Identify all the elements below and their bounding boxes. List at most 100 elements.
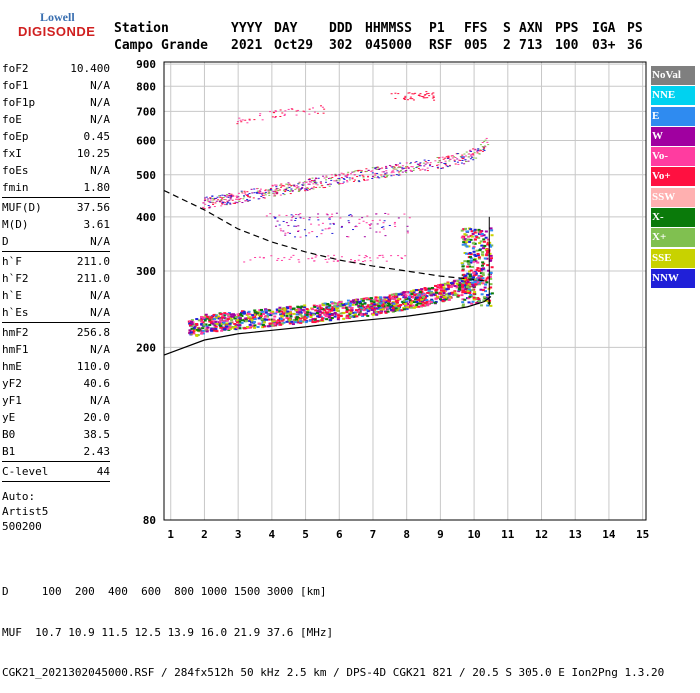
trace-point-2hop <box>258 190 261 192</box>
param-key: fmin <box>2 181 29 194</box>
trace-point-2hop <box>460 162 463 164</box>
trace-point-1hop <box>420 298 424 301</box>
trace-point-1hop <box>319 307 323 310</box>
trace-point-cusp <box>488 292 492 295</box>
digisonde-logo: Lowell DIGISONDE <box>2 6 112 42</box>
trace-point-faint <box>341 225 344 227</box>
trace-point-2hop <box>454 163 457 165</box>
param-fof1p: foF1p N/A <box>2 94 110 111</box>
trace-point-1hop <box>264 310 268 313</box>
trace-point-cusp <box>478 277 482 280</box>
trace-point-1hop <box>386 310 390 313</box>
trace-point-faint <box>299 217 302 219</box>
trace-point-1hop <box>253 324 257 327</box>
trace-point-2hop <box>335 179 338 181</box>
trace-point-cusp <box>480 232 484 235</box>
trace-point-2hop <box>366 176 369 178</box>
trace-point-1hop <box>366 310 370 313</box>
trace-point-cusp <box>472 230 476 233</box>
trace-point-faint <box>388 224 391 226</box>
trace-point-3hop <box>302 110 305 112</box>
trace-point-2hop <box>365 171 368 173</box>
trace-point-2hop <box>310 188 313 190</box>
trace-point-1hop <box>394 303 398 306</box>
trace-point-faint <box>294 236 297 238</box>
param-value: N/A <box>90 289 110 302</box>
trace-point-1hop <box>447 298 451 301</box>
trace-point-2hop <box>416 166 419 168</box>
y-tick-label: 900 <box>136 58 156 71</box>
trace-point-1hop <box>223 328 227 331</box>
trace-point-cusp <box>469 228 473 231</box>
trace-point-2hop <box>470 154 473 156</box>
trace-point-2hop <box>225 204 228 206</box>
trace-point-2hop <box>224 195 227 197</box>
trace-point-1hop <box>391 309 395 312</box>
trace-point-2hop <box>287 190 290 192</box>
trace-point-1hop <box>203 317 207 320</box>
trace-point-2hop <box>381 167 384 169</box>
trace-point-sparse <box>424 97 427 99</box>
param-he: h`E N/A <box>2 287 110 304</box>
trace-point-1hop <box>382 299 386 302</box>
trace-point-2hop <box>270 188 273 190</box>
trace-point-cusp <box>481 272 485 275</box>
trace-point-1hop <box>227 315 231 318</box>
trace-point-2hop <box>378 169 381 171</box>
trace-point-2hop <box>228 199 231 201</box>
trace-point-2hop <box>301 184 304 186</box>
trace-point-1hop <box>420 292 424 295</box>
trace-point-cusp <box>462 273 466 276</box>
trace-point-1hop <box>458 284 462 287</box>
trace-point-2hop <box>460 156 463 158</box>
trace-point-1hop <box>278 310 282 313</box>
trace-point-2hop <box>325 179 328 181</box>
trace-point-1hop <box>356 301 360 304</box>
trace-point-2hop <box>272 193 275 195</box>
trace-point-1hop <box>335 307 339 310</box>
trace-point-2hop <box>399 170 402 172</box>
trace-point-1hop <box>359 302 363 305</box>
trace-point-1hop <box>335 305 339 308</box>
trace-point-2hop <box>213 197 216 199</box>
trace-point-1hop <box>389 305 393 308</box>
trace-point-cusp <box>480 293 484 296</box>
trace-point-cusp <box>466 252 470 255</box>
trace-point-2hop <box>384 173 387 175</box>
trace-point-2hop <box>211 201 214 203</box>
trace-point-1hop <box>295 316 299 319</box>
trace-point-sparse <box>431 97 434 99</box>
trace-point-1hop <box>315 320 319 323</box>
trace-point-1hop <box>220 316 224 319</box>
param-yf2: yF2 40.6 <box>2 375 110 392</box>
trace-point-2hop <box>441 156 444 158</box>
trace-point-1hop <box>192 330 196 333</box>
trace-point-1hop <box>355 315 359 318</box>
trace-point-cusp <box>477 256 481 259</box>
legend-e: E <box>651 106 695 126</box>
trace-point-2hop <box>314 177 317 179</box>
trace-point-1hop <box>404 295 408 298</box>
trace-point-1hop <box>415 304 419 307</box>
header-label-10: IGA <box>592 21 616 36</box>
trace-point-1hop <box>331 307 335 310</box>
trace-point-2hop <box>269 188 272 190</box>
trace-point-1hop <box>263 315 267 318</box>
trace-point-cusp <box>480 244 484 247</box>
trace-point-cusp <box>465 238 469 241</box>
trace-point-2hop <box>308 189 311 191</box>
trace-point-2hop <box>367 170 370 172</box>
trace-point-1hop <box>332 307 336 310</box>
trace-point-2hop <box>473 152 476 154</box>
trace-point-1hop <box>421 303 425 306</box>
trace-point-2hop <box>484 146 487 148</box>
trace-point-faint <box>406 232 409 234</box>
trace-point-2hop <box>211 197 214 199</box>
trace-point-2hop <box>467 156 470 158</box>
trace-point-1hop <box>352 299 356 302</box>
param-key: yE <box>2 411 16 424</box>
trace-point-2hop <box>303 181 306 183</box>
trace-point-faint <box>292 215 295 217</box>
trace-point-2hop <box>208 207 211 209</box>
trace-point-2hop <box>335 175 338 177</box>
